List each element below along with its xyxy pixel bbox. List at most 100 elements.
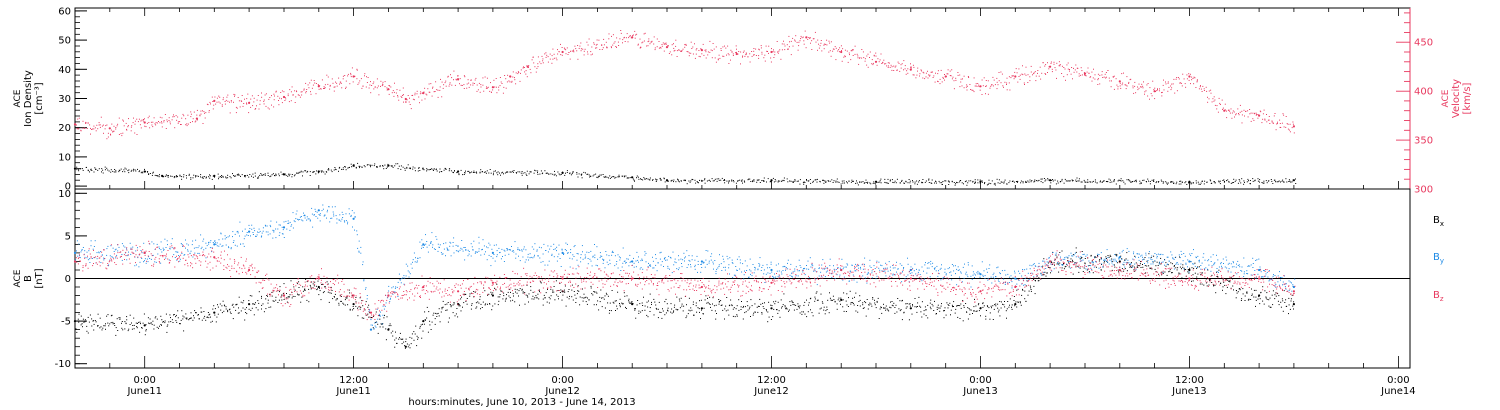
velocity-series-dot (308, 87, 310, 89)
density-series-dot (689, 181, 691, 183)
series-by-dot (205, 242, 207, 244)
velocity-series-dot (1117, 86, 1119, 88)
series-bx-dot (80, 315, 82, 317)
velocity-series-dot (169, 123, 171, 125)
series-bx-dot (221, 312, 223, 314)
series-bx-dot (752, 314, 754, 316)
density-series-dot (1263, 182, 1265, 184)
density-series-dot (528, 173, 530, 175)
series-by-dot (81, 249, 83, 251)
velocity-series-dot (1067, 68, 1069, 70)
series-bx-dot (791, 300, 793, 302)
series-bx-dot (598, 309, 600, 311)
density-series-dot (104, 169, 106, 171)
series-bx-dot (1169, 270, 1171, 272)
series-by-dot (140, 250, 142, 251)
velocity-series-dot (773, 49, 774, 51)
velocity-series-dot (237, 97, 239, 98)
series-bx-dot (1102, 266, 1104, 268)
velocity-series-dot (595, 44, 597, 46)
density-series-dot (968, 180, 970, 182)
density-series-dot (537, 173, 539, 175)
density-series-dot (408, 167, 410, 169)
series-bx-dot (476, 306, 478, 308)
velocity-series-dot (1091, 80, 1093, 82)
velocity-series-dot (1029, 76, 1031, 78)
density-series-dot (812, 180, 814, 182)
series-bx-dot (1285, 305, 1287, 307)
velocity-series-dot (388, 85, 390, 86)
density-series-dot (1047, 178, 1049, 180)
series-bx-dot (1290, 298, 1292, 300)
density-series-dot (974, 179, 976, 181)
density-series-dot (691, 178, 693, 180)
velocity-series-dot (380, 85, 381, 87)
series-by-dot (171, 238, 173, 240)
density-series-dot (706, 180, 708, 182)
density-series-dot (1213, 181, 1215, 183)
density-series-dot (1027, 180, 1029, 182)
series-bx-dot (370, 317, 372, 319)
velocity-series-dot (470, 84, 472, 86)
velocity-series-dot (1142, 85, 1144, 87)
series-bx-dot (340, 300, 342, 302)
series-bx-dot (671, 312, 673, 314)
series-bx-dot (349, 309, 351, 311)
series-bx-dot (324, 286, 326, 288)
series-by-dot (412, 261, 413, 263)
density-series-dot (928, 178, 930, 180)
series-by-dot (421, 239, 423, 241)
velocity-series-point (840, 50, 843, 54)
series-bx-dot (1067, 260, 1068, 262)
series-by-dot (175, 251, 177, 253)
velocity-series-dot (851, 49, 853, 51)
density-series-dot (752, 180, 754, 182)
series-by-dot (287, 223, 289, 224)
series-bx-dot (1258, 296, 1260, 298)
velocity-series-dot (857, 57, 859, 59)
series-bx-dot (416, 335, 418, 337)
density-series-dot (695, 182, 697, 184)
velocity-series-dot (309, 82, 311, 84)
velocity-series-dot (82, 120, 84, 122)
velocity-series-dot (1066, 64, 1068, 66)
velocity-series-dot (1146, 84, 1148, 86)
series-bx-dot (118, 317, 120, 319)
velocity-series-dot (340, 83, 342, 84)
velocity-series-trace (76, 30, 1295, 140)
series-by-dot (190, 250, 192, 252)
velocity-series-dot (1200, 88, 1202, 90)
density-series-dot (330, 169, 332, 171)
series-bx-dot (748, 308, 750, 310)
velocity-ylabel: Velocity (1451, 79, 1462, 118)
series-bx-dot (1176, 269, 1178, 271)
series-bx-dot (1072, 254, 1074, 256)
velocity-series-dot (495, 86, 497, 88)
series-bx-dot (865, 315, 867, 317)
series-bx-dot (540, 281, 542, 283)
series-bx-dot (616, 308, 618, 310)
series-bx-dot (962, 300, 964, 301)
series-bx-dot (539, 291, 540, 293)
series-by-dot (306, 216, 308, 218)
series-bx-dot (780, 299, 782, 301)
series-bx-dot (224, 305, 226, 307)
velocity-series-dot (1071, 67, 1073, 68)
density-series-dot (948, 180, 950, 182)
series-bx-dot (1017, 301, 1019, 303)
velocity-series-dot (1058, 65, 1060, 67)
series-bx-dot (906, 303, 908, 305)
series-bx-dot (1225, 293, 1227, 295)
series-bx-dot (1115, 254, 1117, 256)
velocity-series-dot (698, 55, 700, 57)
velocity-series-dot (1244, 115, 1245, 117)
density-series-dot (873, 181, 875, 183)
series-bx-dot (1205, 282, 1207, 284)
velocity-series-dot (1113, 88, 1115, 90)
density-series-dot (288, 173, 290, 175)
series-bx-dot (914, 306, 916, 308)
velocity-series-dot (1033, 73, 1035, 75)
density-series-dot (195, 175, 197, 177)
series-bx-dot (983, 305, 985, 307)
series-bx-dot (649, 311, 651, 312)
